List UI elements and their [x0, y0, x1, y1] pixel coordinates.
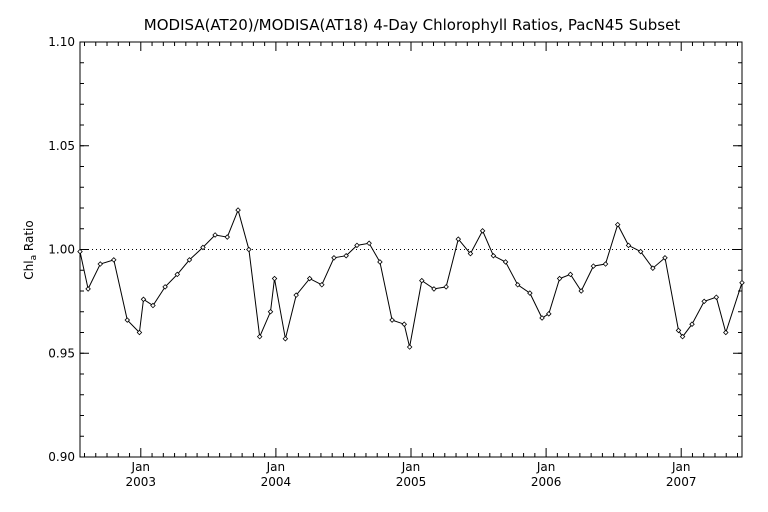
x-tick-month-label: Jan — [266, 460, 286, 474]
y-tick-label: 0.90 — [48, 450, 75, 464]
data-point — [689, 321, 695, 327]
data-point — [212, 232, 218, 238]
data-point — [675, 327, 682, 334]
x-tick-year-label: 2006 — [531, 475, 562, 489]
data-point — [150, 302, 156, 309]
data-point — [467, 250, 474, 257]
data-point — [111, 257, 117, 263]
data-point — [701, 298, 707, 305]
data-point — [514, 282, 521, 288]
data-point — [224, 234, 231, 240]
data-point — [174, 271, 181, 278]
x-tick-year-label: 2004 — [261, 475, 292, 489]
y-axis: 0.90 0.95 1.00 1.05 1.10 — [48, 35, 742, 464]
data-point — [527, 290, 533, 296]
data-point — [419, 277, 425, 284]
y-tick-label: 1.05 — [48, 139, 75, 153]
x-tick-month-label: Jan — [536, 460, 556, 474]
data-point — [406, 344, 413, 350]
data-point — [625, 242, 632, 249]
y-axis-label: Chla Ratio — [22, 220, 39, 279]
data-point — [267, 308, 274, 315]
data-point — [578, 288, 584, 294]
data-point — [77, 248, 83, 255]
data-point — [590, 263, 597, 269]
data-point — [377, 259, 383, 265]
data-point — [539, 315, 545, 321]
x-tick-year-label: 2007 — [666, 475, 697, 489]
data-point — [124, 317, 131, 323]
data-point — [479, 228, 486, 234]
data-point — [455, 236, 462, 242]
data-point — [556, 275, 563, 282]
data-point — [389, 317, 395, 323]
data-point — [140, 296, 147, 303]
data-point — [282, 335, 289, 342]
chart-title: MODISA(AT20)/MODISA(AT18) 4-Day Chloroph… — [144, 16, 681, 34]
data-point — [739, 279, 745, 286]
x-tick-month-label: Jan — [401, 460, 421, 474]
data-point — [679, 333, 686, 340]
x-tick-year-label: 2005 — [396, 475, 427, 489]
data-point — [567, 271, 574, 278]
y-axis-label-suffix: Ratio — [22, 220, 36, 255]
x-tick-month-label: Jan — [671, 460, 691, 474]
data-point — [271, 275, 278, 282]
data-point — [319, 282, 325, 288]
data-point — [97, 261, 104, 267]
series-points — [77, 207, 745, 350]
y-axis-label-subscript: a — [29, 255, 39, 261]
y-tick-label: 1.10 — [48, 35, 75, 49]
data-point — [723, 329, 729, 336]
plot-frame — [79, 41, 743, 458]
data-point — [246, 246, 252, 253]
data-point — [662, 255, 668, 261]
data-point — [602, 261, 609, 267]
data-point — [235, 207, 241, 213]
data-point — [637, 248, 644, 255]
y-axis-label-main: Chl — [22, 260, 36, 279]
data-point — [293, 292, 299, 298]
data-point — [443, 284, 449, 290]
data-point — [713, 294, 720, 300]
data-point — [650, 265, 656, 271]
data-point — [614, 221, 621, 228]
data-point — [502, 259, 509, 265]
x-tick-year-label: 2003 — [126, 475, 157, 489]
data-point — [431, 286, 437, 292]
data-point — [490, 252, 497, 259]
data-point — [256, 333, 263, 340]
y-tick-label: 0.95 — [48, 346, 75, 360]
data-point — [331, 255, 337, 261]
data-point — [136, 329, 143, 336]
data-point — [306, 275, 313, 282]
data-point — [546, 311, 552, 317]
series-line — [79, 208, 743, 348]
data-point — [366, 240, 372, 247]
data-point — [85, 286, 91, 292]
y-tick-label: 1.00 — [48, 243, 75, 257]
data-point — [162, 284, 168, 290]
data-point — [200, 244, 206, 251]
data-point — [343, 252, 349, 259]
data-point — [401, 321, 408, 327]
data-point — [354, 242, 360, 249]
data-point — [186, 257, 193, 263]
x-tick-month-label: Jan — [131, 460, 151, 474]
